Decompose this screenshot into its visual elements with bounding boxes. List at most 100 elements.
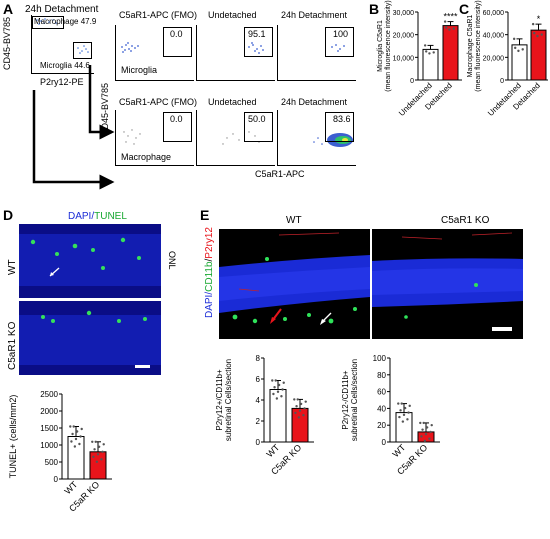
- chart-c-ylabel-line1: Macrophage C5aR1: [467, 15, 474, 78]
- chart-b-ylabel-line1: Microglia C5aR1: [377, 20, 384, 72]
- row-label-d-ko: C5aR1 KO: [7, 321, 18, 370]
- chart-e1-data-point: [280, 395, 283, 398]
- chart-d-data-point: [93, 448, 96, 451]
- col-title-undetached-row2: Undetached: [208, 97, 257, 107]
- micrograph-e-ko-texture: [372, 229, 523, 339]
- chart-e1-data-point: [303, 407, 306, 410]
- chart-e1-data-point: [302, 413, 305, 417]
- chart-d-data-point: [75, 430, 79, 433]
- row-label-d-wt: WT: [7, 259, 18, 275]
- facs-plot-microglia-24h: [277, 25, 356, 81]
- gate-macrophage-fmo: [163, 112, 192, 142]
- gate-microglia: [73, 42, 92, 59]
- row-label-microglia: Microglia: [121, 65, 158, 75]
- chart-b-data-point: [452, 27, 455, 30]
- chart-e2-data-point: [430, 423, 433, 427]
- side-label-e: DAPI/CD11b/P2ry12: [204, 227, 215, 318]
- panel-label-a: A: [3, 1, 14, 17]
- gate-macrophage-label: Macrophage 47.9: [34, 17, 97, 26]
- facs-plot-macrophage-fmo: [115, 110, 194, 166]
- facs-dots-microglia-undetached: [248, 42, 264, 54]
- col-title-fmo: C5aR1-APC (FMO): [119, 10, 198, 20]
- chart-e1-data-point: [276, 390, 280, 393]
- chart-c-data-point: [514, 46, 517, 50]
- chart-e1-data-point: [277, 383, 281, 387]
- panel-d-title-dapi: DAPI/: [68, 211, 95, 222]
- chart-b-data-point: [423, 44, 427, 47]
- col-title-fmo-row2: C5aR1-APC (FMO): [119, 97, 198, 107]
- chart-b-bar: [442, 25, 459, 81]
- chart-e2-ytick-label: 0: [382, 438, 387, 447]
- chart-c-data-point: [531, 22, 535, 26]
- side-label-e-dapi: DAPI/: [204, 291, 215, 318]
- chart-b-data-point: [425, 50, 428, 53]
- chart-d-category-label: WT: [62, 479, 79, 496]
- chart-d-data-point: [97, 445, 101, 448]
- value-macrophage-undetached: 50.0: [248, 114, 266, 124]
- facs-plot-microglia-fmo: [115, 25, 194, 81]
- chart-c-data-point: [512, 37, 516, 41]
- chart-d-data-point: [74, 437, 78, 441]
- chart-d-ytick-label: 1500: [40, 424, 58, 433]
- chart-e1-data-point: [294, 411, 297, 415]
- value-microglia-24h: 100: [333, 29, 349, 39]
- chart-c-data-point: [533, 31, 536, 35]
- y-axis-left-label: CD45-BV785: [2, 16, 12, 70]
- chart-d-data-point: [71, 432, 74, 436]
- chart-e2-data-point: [399, 409, 402, 412]
- chart-c-bar: [511, 44, 528, 81]
- chart-e1-data-point: [282, 381, 285, 384]
- col-label-e-ko: C5aR1 KO: [441, 215, 490, 226]
- chart-e1-data-point: [272, 392, 275, 396]
- chart-e1-data-point: [271, 379, 274, 382]
- chart-e2-data-point: [406, 418, 409, 421]
- chart-d-ytick-label: 2500: [40, 390, 58, 399]
- value-microglia-undetached: 95.1: [248, 29, 266, 39]
- x-axis-left-label: P2ry12-PE: [40, 77, 84, 87]
- micrograph-d-ko-texture: [19, 301, 161, 375]
- gate-macrophage-undetached: [244, 112, 273, 142]
- chart-e2-data-point: [421, 428, 424, 431]
- micrograph-e-wt-texture: [219, 229, 370, 339]
- col-title-24h-row2: 24h Detachment: [281, 97, 348, 107]
- row-label-macrophage: Macrophage: [121, 152, 172, 162]
- chart-d-data-point: [95, 460, 99, 463]
- chart-e1-data-point: [298, 409, 302, 412]
- chart-c-ytick-label: 60,000: [483, 10, 505, 17]
- chart-b: 010,00020,00030,000UndetachedDetachedMic…: [377, 0, 462, 118]
- chart-e1-data-point: [293, 398, 296, 401]
- chart-d-ytick-label: 2000: [40, 407, 58, 416]
- gating-arrows: [32, 65, 115, 190]
- onl-label: ONL: [167, 251, 177, 270]
- x-axis-right-label: C5aR1-APC: [255, 169, 305, 179]
- chart-c-ytick-label: 0: [500, 78, 504, 85]
- chart-b-data-point: [428, 52, 431, 55]
- chart-e2-data-point: [420, 435, 423, 438]
- chart-e2-category-label: WT: [390, 442, 407, 459]
- chart-d-ylabel: TUNEL+ (cells/mm2): [8, 395, 18, 479]
- chart-e2-data-point: [419, 421, 422, 425]
- col-label-e-wt: WT: [286, 215, 302, 226]
- chart-d-data-point: [91, 440, 94, 443]
- chart-e2-data-point: [400, 402, 403, 405]
- side-label-e-sep: /: [204, 258, 215, 262]
- chart-d-data-point: [70, 440, 73, 443]
- value-macrophage-fmo: 0.0: [170, 114, 183, 124]
- chart-d-ytick-label: 1000: [40, 441, 58, 450]
- facs-dots-macrophage-24h: [313, 133, 353, 147]
- gate-microglia-label: Microglia 44.6: [40, 61, 90, 70]
- chart-b-data-point: [443, 20, 447, 23]
- chart-e1-ytick-label: 0: [256, 438, 261, 447]
- facs-dots-microglia-fmo: [121, 42, 139, 53]
- chart-e1-data-point: [297, 416, 301, 419]
- panel-d-title: DAPI/TUNEL: [68, 212, 127, 222]
- panel-label-e: E: [200, 207, 210, 223]
- chart-b-ylabel-line2: (mean fluorescence intensity): [385, 0, 392, 91]
- chart-e1-data-point: [273, 386, 276, 389]
- chart-e2-data-point: [428, 437, 431, 440]
- chart-e2-ytick-label: 80: [377, 371, 386, 380]
- micrograph-d-ko: [19, 301, 161, 375]
